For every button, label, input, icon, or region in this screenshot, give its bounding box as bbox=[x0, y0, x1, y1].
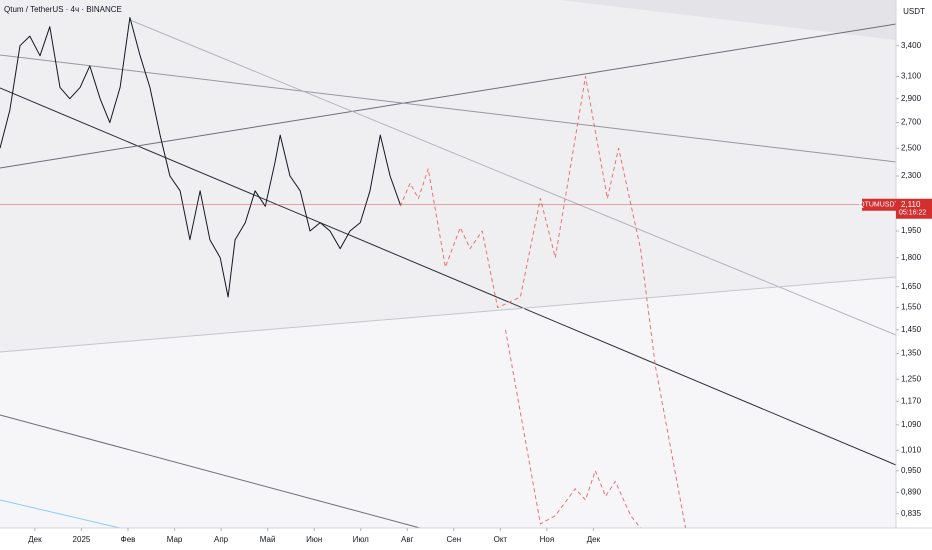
y-tick-label: 0,890 bbox=[901, 488, 922, 497]
symbol-label: QTUMUSDT bbox=[859, 202, 899, 209]
x-tick-label: Авг bbox=[401, 535, 414, 544]
y-tick-label: 1,950 bbox=[901, 226, 922, 235]
y-tick-label: 1,170 bbox=[901, 396, 922, 405]
x-tick-label: Дек bbox=[587, 535, 601, 544]
y-tick-label: 2,700 bbox=[901, 118, 922, 127]
price-line bbox=[0, 17, 401, 298]
y-tick-label: 1,090 bbox=[901, 420, 922, 429]
y-tick-label: 0,835 bbox=[901, 509, 922, 518]
price-axis bbox=[896, 0, 932, 550]
x-tick-label: Фев bbox=[121, 535, 136, 544]
x-tick-label: Июн bbox=[306, 535, 322, 544]
trend-line bbox=[0, 54, 896, 163]
y-tick-label: 0,950 bbox=[901, 466, 922, 475]
price-tag bbox=[896, 198, 932, 219]
y-tick-label: 1,550 bbox=[901, 303, 922, 312]
trend-line bbox=[129, 19, 896, 336]
channel-fill bbox=[560, 0, 896, 40]
trend-line bbox=[0, 87, 896, 466]
symbol-tag bbox=[862, 198, 896, 211]
y-tick-label: 2,500 bbox=[901, 143, 922, 152]
y-tick-label: 1,250 bbox=[901, 374, 922, 383]
x-tick-label: Сен bbox=[446, 535, 461, 544]
y-tick-label: 3,100 bbox=[901, 72, 922, 81]
y-tick-label: 3,400 bbox=[901, 41, 922, 50]
y-tick-label: 1,800 bbox=[901, 253, 922, 262]
trend-line bbox=[0, 499, 121, 528]
y-tick-label: 2,900 bbox=[901, 94, 922, 103]
price-line bbox=[505, 329, 641, 528]
price-line bbox=[399, 76, 687, 528]
channel-fill bbox=[0, 277, 896, 528]
y-tick-label: 2,300 bbox=[901, 171, 922, 180]
x-tick-label: 2025 bbox=[73, 535, 91, 544]
x-tick-label: Дек bbox=[28, 535, 42, 544]
y-tick-label: 1,010 bbox=[901, 445, 922, 454]
x-tick-label: Мар bbox=[167, 535, 183, 544]
trend-line bbox=[0, 23, 896, 169]
x-tick-label: Апр bbox=[214, 535, 229, 544]
axis-unit: USDT bbox=[903, 7, 925, 16]
y-tick-label: 1,350 bbox=[901, 349, 922, 358]
y-tick-label: 1,450 bbox=[901, 325, 922, 334]
countdown-label: 05:16:22 bbox=[899, 210, 926, 217]
last-price-label: 2,110 bbox=[901, 200, 921, 209]
plot-area bbox=[0, 17, 687, 528]
drawings bbox=[0, 0, 896, 528]
x-tick-label: Июл bbox=[353, 535, 370, 544]
trend-line bbox=[0, 276, 896, 353]
chart-title: Qtum / TetherUS · 4ч · BINANCE bbox=[4, 5, 122, 14]
y-tick-label: 1,650 bbox=[901, 282, 922, 291]
trend-line bbox=[0, 414, 421, 528]
x-tick-label: Май bbox=[260, 535, 276, 544]
x-tick-label: Ноя bbox=[540, 535, 555, 544]
x-tick-label: Окт bbox=[494, 535, 508, 544]
